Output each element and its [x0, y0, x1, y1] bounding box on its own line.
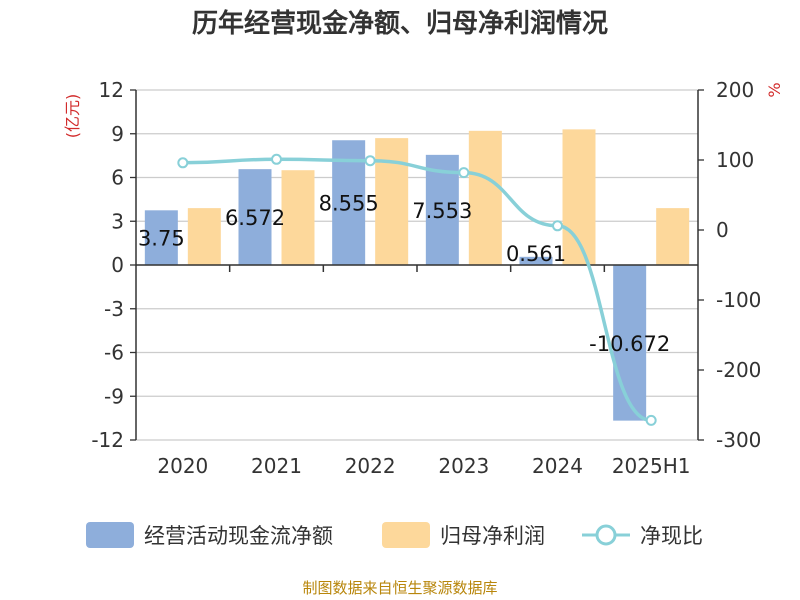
- bar-profit: [187, 208, 221, 265]
- ratio-point: [645, 414, 657, 426]
- data-label-cashflow: -10.672: [589, 332, 670, 356]
- x-tick-label: 2023: [438, 454, 489, 478]
- legend-swatch-profit: [382, 522, 430, 548]
- y-left-tick-label: -9: [104, 384, 124, 408]
- y-right-tick-label: 0: [716, 218, 729, 242]
- y-left-tick-label: 3: [111, 209, 124, 233]
- ratio-point: [364, 155, 376, 167]
- bar-cashflow: [613, 265, 647, 421]
- bar-profit: [656, 208, 690, 265]
- y-right-tick-label: -100: [716, 288, 761, 312]
- ratio-point: [458, 167, 470, 179]
- data-labels: 3.75 6.572 8.555 7.553 0.561 -10.672: [138, 192, 670, 356]
- ratio-point: [177, 157, 189, 169]
- x-tick-label: 2024: [532, 454, 583, 478]
- bar-cashflow: [519, 256, 553, 265]
- data-label-cashflow: 6.572: [225, 206, 285, 230]
- bar-cashflow: [238, 169, 272, 265]
- x-tick-label: 2025H1: [612, 454, 691, 478]
- y-left-tick-label: 9: [111, 122, 124, 146]
- y-left-tick-label: -6: [104, 341, 124, 365]
- y-right-tick-label: -200: [716, 358, 761, 382]
- y-left-tick-label: -3: [104, 297, 124, 321]
- x-tick-label: 2022: [345, 454, 396, 478]
- data-label-cashflow: 8.555: [319, 192, 379, 216]
- y-right-tick-label: -300: [716, 428, 761, 452]
- legend-label-cashflow: 经营活动现金流净额: [144, 524, 333, 548]
- data-label-cashflow: 3.75: [138, 227, 185, 251]
- y-right-unit: %: [765, 82, 784, 97]
- y-left-tick-label: -12: [91, 428, 124, 452]
- bar-profit: [375, 138, 409, 265]
- legend: 经营活动现金流净额 归母净利润 净现比: [86, 522, 703, 548]
- tick-labels: 12 9 6 3 0 -3 -6 -9 -12 200 100 0 -100 -200 -300 2020 20…: [91, 78, 761, 478]
- x-tick-label: 2021: [251, 454, 302, 478]
- y-right-tick-label: 100: [716, 148, 754, 172]
- y-left-tick-label: 12: [99, 78, 124, 102]
- legend-marker-ratio: [595, 524, 617, 546]
- x-tick-label: 2020: [157, 454, 208, 478]
- bar-cashflow: [144, 210, 178, 265]
- y-left-tick-label: 6: [111, 166, 124, 190]
- bars: [144, 129, 690, 421]
- legend-swatch-cashflow: [86, 522, 134, 548]
- footer-source: 制图数据来自恒生聚源数据库: [302, 579, 497, 597]
- ratio-point: [552, 220, 563, 232]
- data-label-cashflow: 7.553: [412, 199, 472, 223]
- ratio-point: [271, 153, 282, 165]
- chart-title: 历年经营现金净额、归母净利润情况: [192, 8, 608, 39]
- bar-profit: [468, 130, 502, 265]
- ratio-line: [177, 153, 657, 426]
- data-label-cashflow: 0.561: [506, 242, 566, 266]
- bar-profit: [281, 170, 315, 265]
- y-right-tick-label: 200: [716, 78, 754, 102]
- legend-label-ratio: 净现比: [640, 524, 703, 548]
- y-left-tick-label: 0: [111, 253, 124, 277]
- y-left-unit: (亿元): [63, 94, 82, 139]
- axes: [130, 89, 704, 441]
- legend-label-profit: 归母净利润: [440, 524, 545, 548]
